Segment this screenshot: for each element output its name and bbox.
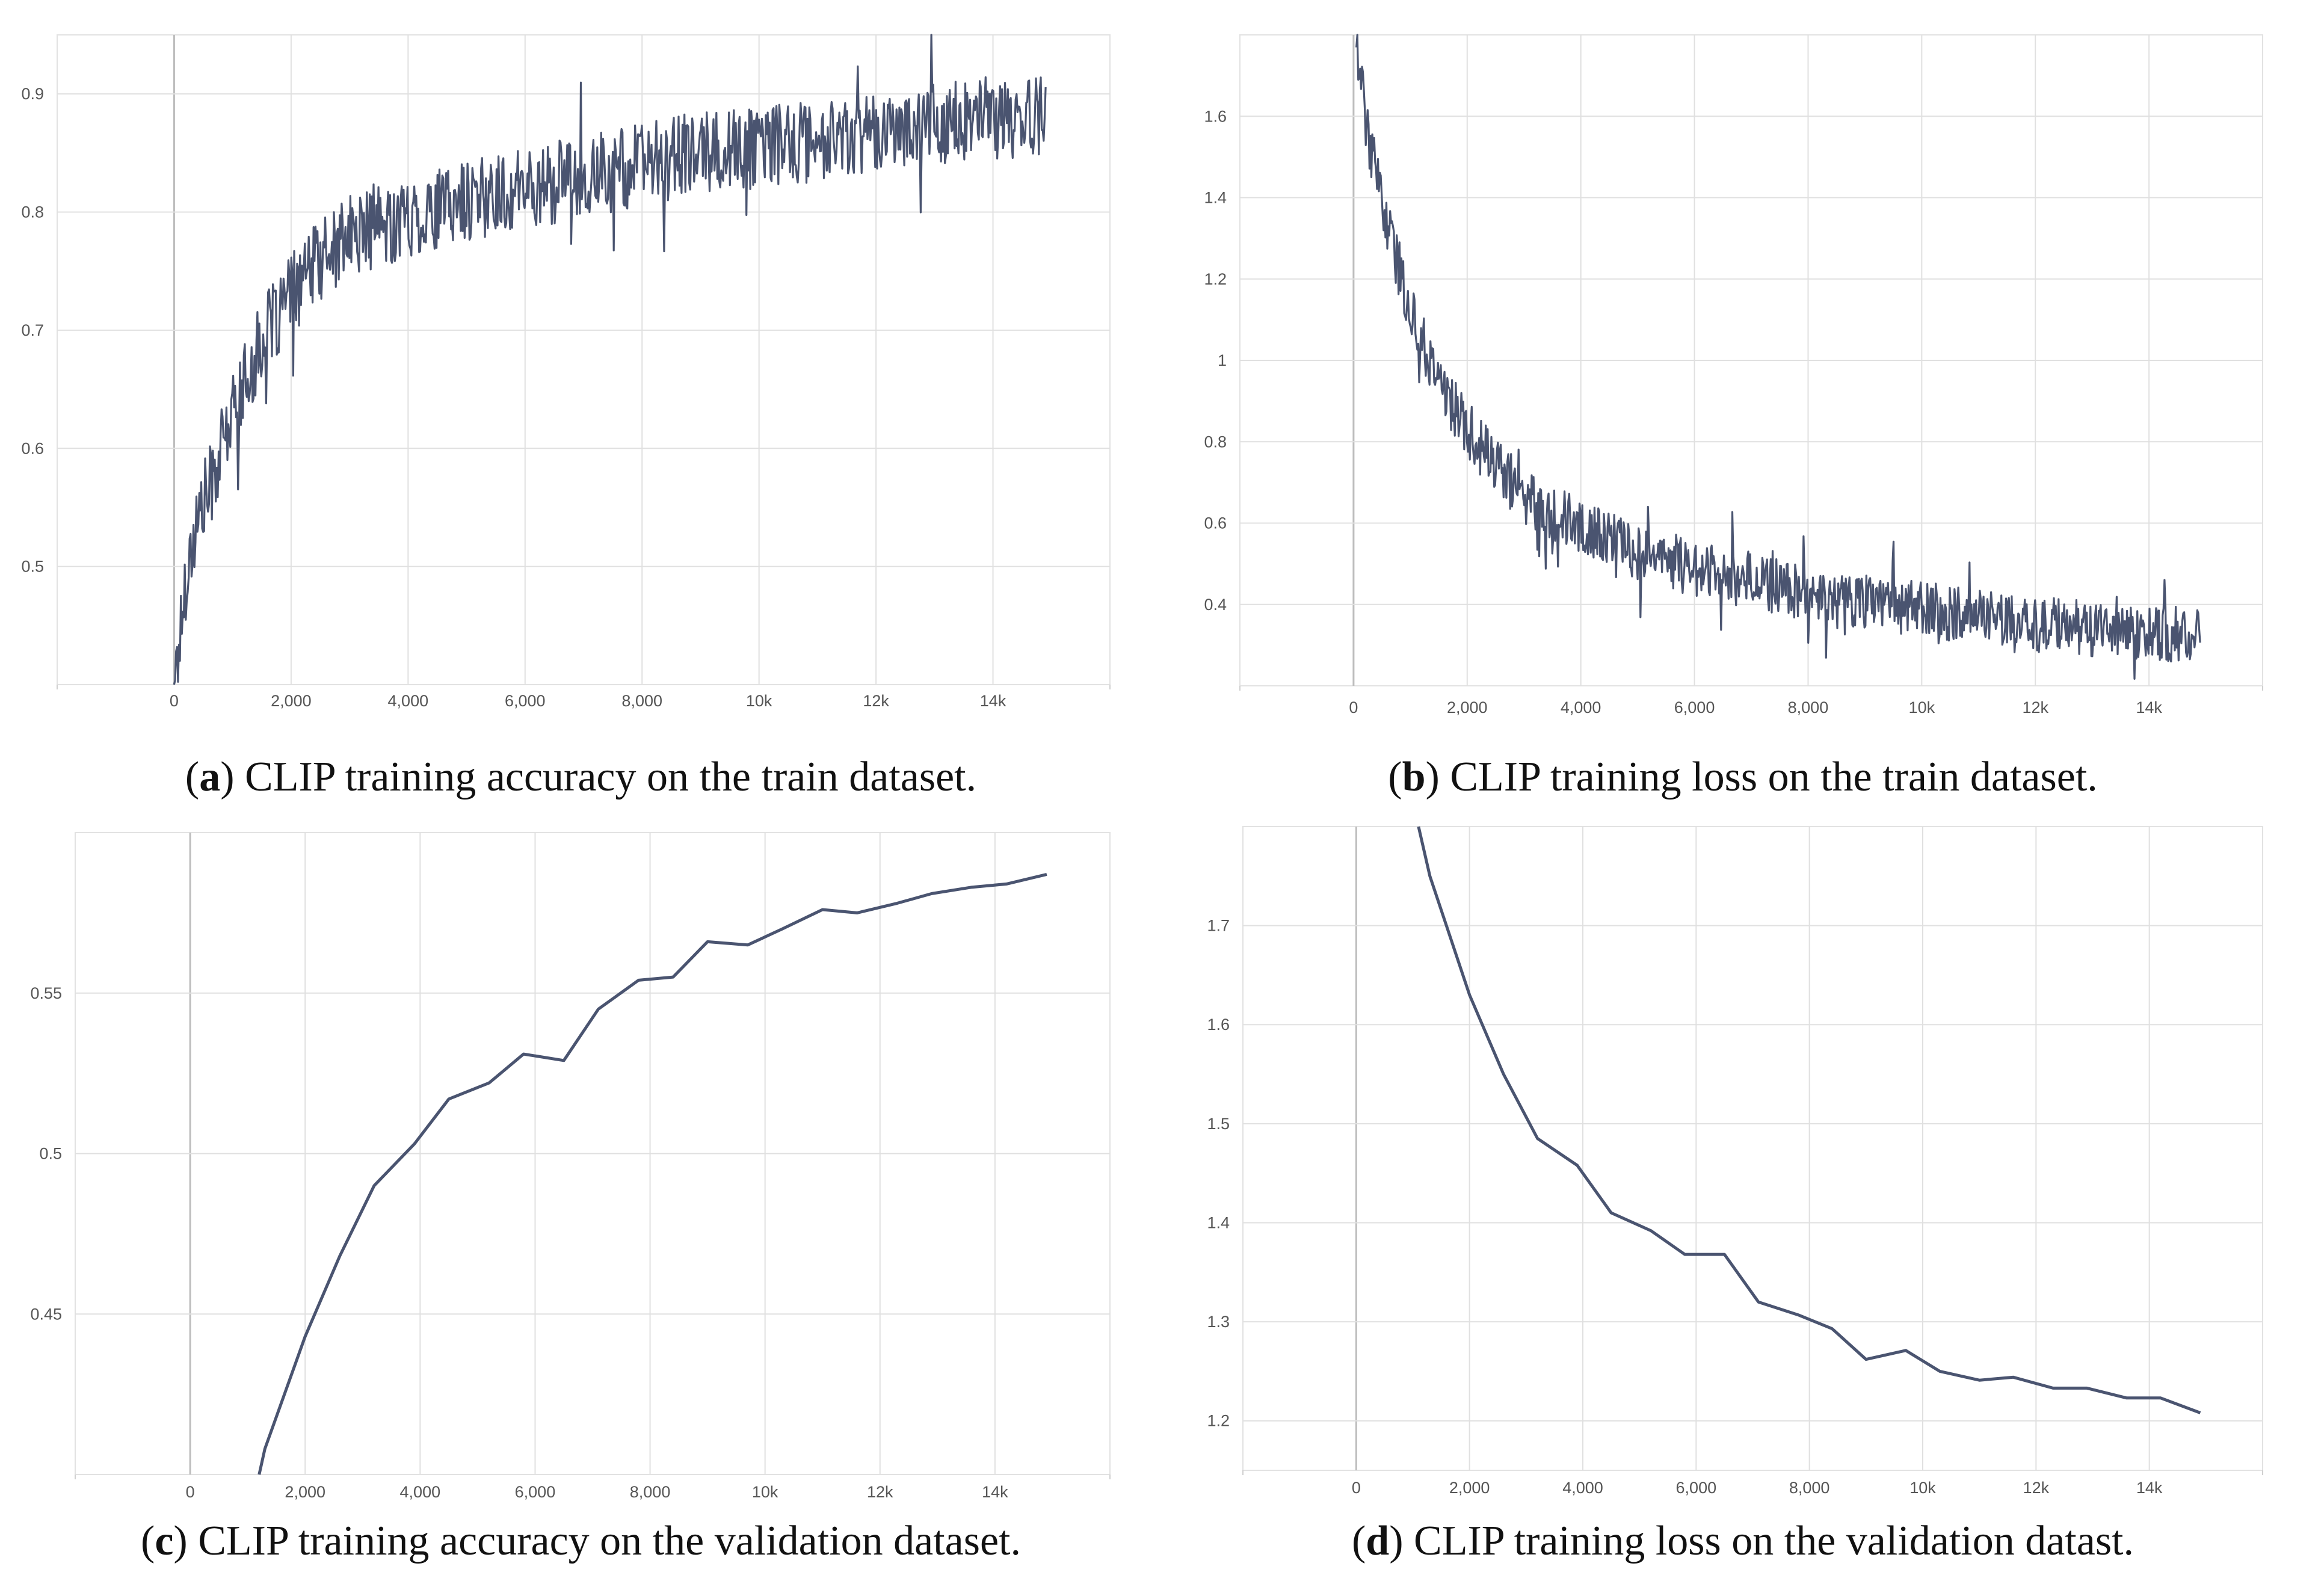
caption-b-text: CLIP training loss on the train dataset. [1439, 754, 2098, 800]
y-tick-label: 0.9 [21, 85, 44, 103]
plot-frame [1242, 826, 2263, 1471]
panel-d: 0 2,000 4,000 6,000 8,000 10k 12k 14k 1.2 1.3 1.4 1… [1162, 790, 2324, 1581]
x-tick-label: 10k [746, 692, 772, 710]
y-tick-label: 0.6 [1204, 514, 1227, 532]
x-tick-label: 0 [1352, 1479, 1361, 1497]
series-line [173, 34, 1047, 685]
x-tick-label: 6,000 [1674, 698, 1715, 717]
y-tick-label: 0.8 [1204, 433, 1227, 451]
x-tick-label: 6,000 [505, 692, 546, 710]
y-tick-label: 0.6 [21, 439, 44, 457]
x-tick-label: 10k [1909, 698, 1935, 717]
x-tick-label: 8,000 [1789, 1479, 1830, 1497]
caption-c-letter: c [155, 1518, 174, 1564]
x-tick-label: 12k [2023, 1479, 2050, 1497]
x-tick-label: 6,000 [515, 1483, 556, 1501]
x-tick-label: 8,000 [1788, 698, 1829, 717]
caption-b-letter: b [1402, 754, 1426, 800]
y-tick-label: 1.2 [1207, 1412, 1230, 1430]
y-tick-label: 0.45 [30, 1305, 62, 1323]
y-tick-label: 0.4 [1204, 596, 1227, 614]
x-tick-label: 2,000 [1449, 1479, 1490, 1497]
y-tick-label: 0.7 [21, 321, 44, 339]
chart-c: 0 2,000 4,000 6,000 8,000 10k 12k 14k 0.45 0.5 0.5… [30, 832, 1111, 1501]
x-tick-label: 10k [752, 1483, 778, 1501]
y-tick-label: 1 [1218, 351, 1227, 369]
series-line [1417, 826, 2201, 1414]
series-line [1355, 34, 2201, 680]
x-tick-label: 8,000 [630, 1483, 671, 1501]
y-tick-label: 0.5 [21, 558, 44, 576]
caption-d-text: CLIP training loss on the validation dat… [1403, 1518, 2134, 1564]
caption-c-open: ( [141, 1518, 155, 1564]
x-tick-label: 14k [980, 692, 1006, 710]
y-tick-label: 1.3 [1207, 1313, 1230, 1331]
x-tick-label: 10k [1909, 1479, 1936, 1497]
x-tick-label: 2,000 [271, 692, 312, 710]
caption-a-letter: a [199, 754, 221, 800]
x-tick-label: 14k [982, 1483, 1008, 1501]
chart-b: 0 2,000 4,000 6,000 8,000 10k 12k 14k 0.4 0.6 0.8 1… [1204, 34, 2263, 717]
caption-a-open: ( [185, 754, 200, 800]
x-tick-label: 0 [186, 1483, 195, 1501]
chart-a: 0 2,000 4,000 6,000 8,000 10k 12k 14k 0.5 0.6 0.7 0… [21, 34, 1111, 710]
caption-b-close: ) [1425, 754, 1440, 800]
x-tick-label: 2,000 [285, 1483, 325, 1501]
caption-a-text: CLIP training accuracy on the train data… [234, 754, 977, 800]
x-tick-label: 2,000 [1447, 698, 1488, 717]
y-tick-label: 1.6 [1207, 1015, 1230, 1034]
caption-d-open: ( [1351, 1518, 1366, 1564]
x-tick-label: 8,000 [621, 692, 662, 710]
y-tick-label: 1.4 [1207, 1213, 1230, 1231]
panel-a: 0 2,000 4,000 6,000 8,000 10k 12k 14k 0.5 0.6 0.7 0… [0, 0, 1162, 800]
caption-b-open: ( [1388, 754, 1402, 800]
x-tick-label: 4,000 [388, 692, 429, 710]
x-tick-label: 14k [2136, 1479, 2163, 1497]
x-tick-label: 4,000 [1561, 698, 1601, 717]
x-tick-label: 12k [867, 1483, 893, 1501]
caption-c: (c) CLIP training accuracy on the valida… [0, 1517, 1162, 1565]
caption-d: (d) CLIP training loss on the validation… [1162, 1517, 2324, 1565]
caption-c-text: CLIP training accuracy on the validation… [187, 1518, 1021, 1564]
y-tick-label: 1.7 [1207, 917, 1230, 935]
caption-d-close: ) [1389, 1518, 1404, 1564]
y-tick-label: 1.6 [1204, 107, 1227, 125]
y-tick-label: 1.4 [1204, 189, 1227, 207]
x-tick-label: 12k [2022, 698, 2048, 717]
x-tick-label: 12k [863, 692, 889, 710]
series-line [257, 872, 1047, 1475]
plot-frame [57, 34, 1111, 685]
x-tick-label: 14k [2136, 698, 2162, 717]
y-tick-label: 0.55 [30, 984, 62, 1002]
caption-b: (b) CLIP training loss on the train data… [1162, 753, 2324, 801]
x-tick-label: 4,000 [400, 1483, 441, 1501]
caption-c-close: ) [173, 1518, 188, 1564]
caption-a-close: ) [220, 754, 235, 800]
x-tick-label: 0 [1349, 698, 1358, 717]
panel-b: 0 2,000 4,000 6,000 8,000 10k 12k 14k 0.4 0.6 0.8 1… [1162, 0, 2324, 800]
panel-c: 0 2,000 4,000 6,000 8,000 10k 12k 14k 0.45 0.5 0.5… [0, 790, 1162, 1581]
y-tick-label: 1.2 [1204, 270, 1227, 288]
y-tick-label: 0.5 [39, 1145, 62, 1163]
x-tick-label: 4,000 [1562, 1479, 1603, 1497]
x-tick-label: 6,000 [1676, 1479, 1717, 1497]
caption-d-letter: d [1366, 1518, 1390, 1564]
caption-a: (a) CLIP training accuracy on the train … [0, 753, 1162, 801]
y-tick-label: 0.8 [21, 203, 44, 221]
x-tick-label: 0 [170, 692, 179, 710]
y-tick-label: 1.5 [1207, 1115, 1230, 1133]
chart-d: 0 2,000 4,000 6,000 8,000 10k 12k 14k 1.2 1.3 1.4 1… [1207, 826, 2263, 1497]
